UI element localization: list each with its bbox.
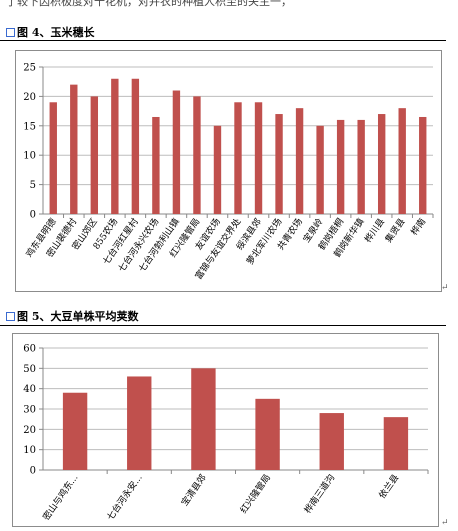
x-tick-label: 七台河永安... [104, 472, 145, 523]
y-tick-label: 30 [23, 405, 36, 416]
bar-1 [62, 392, 88, 470]
x-tick-label: 桦南 [408, 216, 428, 238]
figure-4-caption: 图 4、玉米穗长 [6, 24, 94, 40]
x-tick-label: 集贤县 [382, 216, 407, 245]
y-tick-label: 15 [23, 121, 36, 132]
bar-10 [234, 102, 242, 214]
bar-7 [172, 90, 181, 214]
bar-17 [377, 114, 386, 214]
bar-2 [127, 376, 152, 470]
anchor-icon [6, 312, 15, 321]
y-tick-label: 0 [30, 210, 36, 221]
bar-6 [152, 116, 160, 214]
y-axis: 0 10 20 30 40 50 60 [23, 344, 429, 477]
bar-5 [131, 78, 140, 214]
bar-3 [191, 368, 216, 470]
figure-4-caption-text: 图 4、玉米穗长 [17, 26, 95, 39]
bar-11 [254, 102, 263, 214]
bar-18 [398, 108, 406, 214]
bar-16 [357, 119, 365, 214]
figure-5-caption: 图 5、大豆单株平均荚数 [6, 308, 138, 324]
y-tick-label: 20 [23, 92, 36, 103]
y-axis: 0 5 10 15 20 25 [23, 63, 434, 221]
y-tick-label: 60 [23, 344, 36, 355]
y-tick-label: 20 [23, 425, 36, 436]
bar-5 [319, 413, 344, 470]
bar-14 [316, 125, 324, 214]
divider [0, 40, 446, 41]
bar-4 [255, 398, 280, 470]
y-tick-label: 10 [23, 445, 36, 456]
bar-9 [213, 125, 222, 214]
bars [62, 368, 409, 470]
paragraph-mark: ↵ [441, 518, 449, 528]
figure-5-chart: 0 10 20 30 40 50 60 密山与鸡东... 七台河永安... 宝清县郊 红兴隆管局 桦南… [12, 333, 439, 527]
y-tick-label: 50 [23, 364, 36, 375]
bar-1 [49, 102, 57, 214]
x-axis-labels: 密山与鸡东... 七台河永安... 宝清县郊 红兴隆管局 桦南三道沟 依兰县 [40, 472, 401, 523]
bars [49, 78, 427, 214]
figure-4-chart-svg: 0 5 10 15 20 25 鸡东县明德密山裴德村密山郊区855农场七台河红星村七台河永兴… [23, 63, 434, 282]
paragraph-mark: ↵ [441, 283, 449, 293]
y-tick-label: 10 [23, 151, 36, 162]
bar-3 [90, 96, 99, 214]
figure-4-chart: 0 5 10 15 20 25 鸡东县明德 密山裴德村 密山郊区 855农场 七台河红星村 七台河永兴… [15, 50, 442, 292]
x-tick-label: 宝清县郊 [178, 472, 208, 508]
y-tick-label: 5 [30, 180, 36, 191]
y-tick-label: 0 [30, 466, 36, 477]
x-tick-label: 依兰县 [376, 472, 401, 501]
bar-13 [295, 108, 304, 214]
x-tick-label: 密山与鸡东... [40, 472, 81, 523]
divider [0, 325, 446, 326]
top-cut-text: 了较下因积极度对十花机，对并农的种植人积至的关主一， [6, 0, 292, 8]
bar-4 [111, 78, 119, 214]
y-tick-label: 25 [23, 63, 36, 74]
bar-6 [383, 417, 409, 470]
x-axis-labels: 鸡东县明德密山裴德村密山郊区855农场七台河红星村七台河永兴农场七台河勃利山镇红… [23, 216, 428, 282]
bar-15 [336, 119, 345, 214]
figure-5-caption-text: 图 5、大豆单株平均荚数 [17, 310, 139, 323]
x-tick-label: 桦川县 [362, 216, 387, 245]
figure-5-chart-svg: 0 10 20 30 40 50 60 密山与鸡东... 七台河永安... 宝清县郊 红兴隆管局 桦南… [23, 344, 429, 523]
bar-19 [419, 116, 427, 214]
bar-8 [193, 96, 201, 214]
grid-lines [43, 347, 428, 471]
x-tick-label: 红兴隆管局 [237, 472, 273, 516]
bar-2 [70, 84, 78, 214]
anchor-icon [6, 28, 15, 37]
bar-12 [275, 114, 283, 214]
x-tick-label: 桦南三道沟 [302, 472, 338, 516]
y-tick-label: 40 [23, 384, 36, 395]
